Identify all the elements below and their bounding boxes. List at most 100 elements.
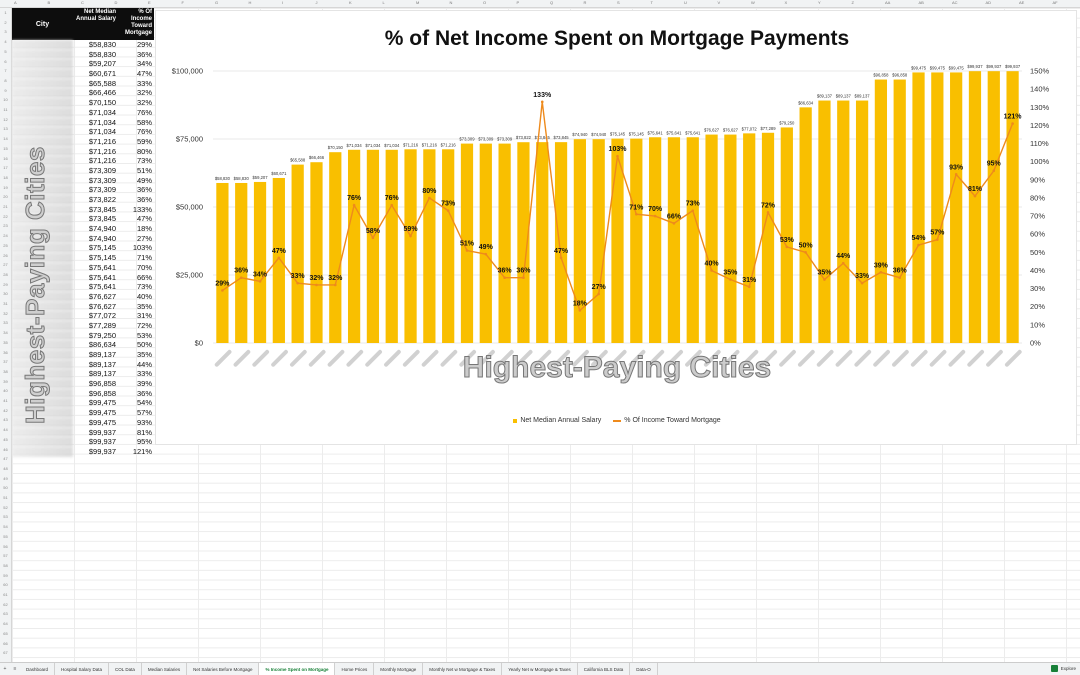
table-row[interactable]: $71,034 76%: [12, 107, 154, 118]
row-number[interactable]: 12: [3, 116, 8, 122]
row-number[interactable]: 65: [3, 630, 8, 636]
table-row[interactable]: $99,475 54%: [12, 398, 154, 409]
cell-pct[interactable]: 36%: [136, 185, 152, 195]
cell-city[interactable]: [12, 117, 73, 128]
row-number[interactable]: 19: [3, 184, 8, 190]
column-letter[interactable]: Q: [550, 0, 554, 5]
table-row[interactable]: $58,830 36%: [12, 49, 154, 60]
sheet-tab[interactable]: California BLS Data: [578, 662, 631, 675]
table-row[interactable]: $73,309 51%: [12, 165, 154, 176]
row-number[interactable]: 33: [3, 320, 8, 326]
column-letter[interactable]: P: [516, 0, 520, 5]
cell-city[interactable]: [12, 379, 73, 389]
cell-city[interactable]: [12, 156, 73, 166]
sheet-tab[interactable]: Monthly Mortgage: [374, 662, 424, 675]
row-number[interactable]: 23: [3, 223, 8, 229]
cell-pct[interactable]: 73%: [136, 282, 152, 292]
column-letter[interactable]: G: [215, 0, 219, 5]
table-row[interactable]: $75,145 71%: [12, 253, 154, 263]
cell-pct[interactable]: 35%: [136, 301, 152, 311]
row-number[interactable]: 48: [3, 465, 8, 471]
cell-city[interactable]: [12, 88, 73, 99]
row-number[interactable]: 4: [4, 39, 7, 45]
sheet-tab[interactable]: Yearly Net w Mortgage & Taxes: [502, 662, 578, 675]
cell-pct[interactable]: 33%: [136, 369, 152, 379]
sheet-tab[interactable]: Median Salaries: [142, 662, 188, 675]
column-letter[interactable]: W: [751, 0, 755, 5]
table-row[interactable]: $86,634 50%: [12, 340, 154, 350]
cell-city[interactable]: [12, 398, 73, 409]
column-letter[interactable]: V: [717, 0, 721, 5]
table-row[interactable]: $70,150 32%: [12, 98, 154, 108]
column-letter[interactable]: AC: [952, 0, 958, 5]
row-number[interactable]: 50: [3, 485, 8, 491]
cell-city[interactable]: [12, 69, 73, 79]
sheet-tab[interactable]: Home Prices: [335, 662, 375, 675]
cell-salary[interactable]: $66,466: [88, 88, 116, 98]
cell-salary[interactable]: $99,475: [88, 408, 116, 418]
table-row[interactable]: $75,641 66%: [12, 272, 154, 283]
table-row[interactable]: $75,641 70%: [12, 262, 154, 273]
cell-pct[interactable]: 76%: [136, 107, 152, 117]
table-row[interactable]: $74,940 27%: [12, 233, 154, 244]
row-number[interactable]: 29: [3, 281, 8, 287]
cell-city[interactable]: [12, 417, 73, 428]
header-salary[interactable]: Net Median Annual Salary: [75, 9, 116, 22]
column-letter[interactable]: M: [416, 0, 420, 5]
cell-salary[interactable]: $71,034: [88, 117, 116, 127]
table-row[interactable]: $96,858 39%: [12, 379, 154, 389]
cell-pct[interactable]: 72%: [136, 320, 152, 330]
cell-salary[interactable]: $75,641: [88, 282, 116, 292]
cell-salary[interactable]: $73,845: [88, 204, 116, 214]
cell-salary[interactable]: $73,309: [88, 175, 116, 185]
cell-pct[interactable]: 36%: [136, 388, 152, 398]
header-city[interactable]: City: [35, 20, 50, 28]
table-row[interactable]: $76,627 35%: [12, 301, 154, 312]
table-row[interactable]: $71,216 80%: [12, 146, 154, 157]
add-sheet-icon[interactable]: +: [3, 666, 7, 672]
cell-city[interactable]: [12, 253, 73, 263]
cell-salary[interactable]: $86,634: [88, 340, 116, 350]
cell-city[interactable]: [12, 427, 73, 438]
cell-salary[interactable]: $65,588: [88, 78, 116, 88]
row-number[interactable]: 17: [3, 165, 8, 171]
cell-pct[interactable]: 34%: [136, 59, 152, 69]
table-row[interactable]: $99,937 121%: [12, 446, 154, 457]
row-number[interactable]: 11: [3, 107, 8, 112]
row-number[interactable]: 55: [3, 533, 8, 539]
cell-salary[interactable]: $99,937: [88, 446, 116, 456]
row-number[interactable]: 46: [3, 446, 8, 452]
row-number[interactable]: 24: [3, 233, 8, 239]
cell-pct[interactable]: 71%: [136, 253, 152, 263]
cell-city[interactable]: [12, 388, 73, 399]
table-row[interactable]: $73,309 49%: [12, 175, 154, 186]
cell-pct[interactable]: 39%: [136, 379, 152, 389]
table-row[interactable]: $66,466 32%: [12, 88, 154, 99]
cell-city[interactable]: [12, 320, 73, 331]
row-number[interactable]: 62: [3, 601, 8, 607]
row-number[interactable]: 18: [3, 174, 8, 180]
table-row[interactable]: $59,207 34%: [12, 59, 154, 70]
cell-city[interactable]: [12, 98, 73, 108]
table-row[interactable]: $75,641 73%: [12, 282, 154, 292]
cell-salary[interactable]: $89,137: [88, 350, 116, 359]
cell-pct[interactable]: 54%: [136, 398, 152, 408]
cell-salary[interactable]: $71,034: [88, 127, 116, 137]
cell-pct[interactable]: 93%: [136, 417, 152, 427]
column-letter[interactable]: D: [114, 0, 118, 5]
cell-pct[interactable]: 73%: [136, 156, 152, 166]
column-letter[interactable]: A: [14, 0, 17, 5]
table-row[interactable]: $73,309 36%: [12, 185, 154, 195]
row-number[interactable]: 49: [3, 475, 8, 481]
cell-salary[interactable]: $89,137: [88, 359, 116, 369]
cell-city[interactable]: [12, 185, 73, 195]
cell-city[interactable]: [12, 272, 73, 283]
cell-pct[interactable]: 36%: [136, 195, 152, 204]
column-letter[interactable]: F: [181, 0, 184, 5]
column-letter[interactable]: AB: [918, 0, 924, 5]
row-number[interactable]: 43: [3, 417, 8, 423]
row-number[interactable]: 21: [3, 204, 8, 209]
row-number[interactable]: 7: [4, 68, 7, 74]
cell-pct[interactable]: 31%: [136, 311, 152, 321]
cell-city[interactable]: [12, 408, 73, 418]
